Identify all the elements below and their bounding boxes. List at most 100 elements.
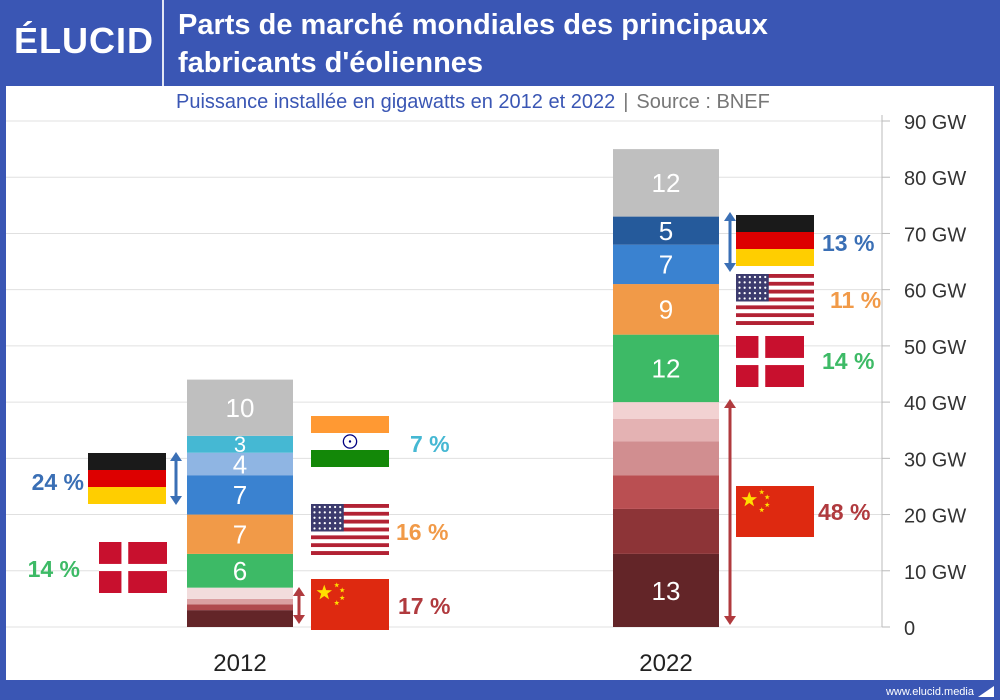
flag-star (759, 286, 762, 289)
flag-star (738, 281, 741, 284)
share-label: 14 % (28, 556, 80, 582)
y-tick-label: 80 GW (904, 168, 966, 190)
flag-stripe (311, 531, 389, 536)
bar-segment (613, 149, 719, 217)
flag-stripe (88, 453, 166, 470)
china-flag (311, 579, 389, 630)
flag-star (334, 527, 337, 530)
flag-star (764, 297, 767, 300)
bar-segment-label: 7 (659, 250, 673, 280)
flag-star (743, 281, 746, 284)
bar-segment-label: 7 (233, 520, 247, 550)
x-tick-label: 2012 (213, 650, 266, 677)
flag-small-star (339, 595, 345, 601)
flag-stripe (88, 470, 166, 487)
flag-stripe (736, 215, 814, 232)
annotation-2012-germany: 24 % (32, 452, 182, 505)
flag-stripe (736, 277, 814, 282)
y-tick-label: 50 GW (904, 337, 966, 359)
flag-stripe (311, 527, 389, 532)
flag-star (313, 527, 316, 530)
flag-star (318, 505, 321, 509)
bar-segment (187, 514, 293, 554)
flag-star (328, 527, 332, 530)
flag-stripe (311, 551, 389, 555)
flag-stripe (736, 321, 814, 325)
flag-star (753, 291, 757, 295)
flag-stripe (311, 511, 389, 516)
flag-star (753, 286, 757, 289)
footer-url[interactable]: www.elucid.media (885, 686, 974, 698)
flag-big-star (741, 491, 758, 507)
flag-stripe (311, 543, 389, 548)
flag-star (743, 291, 746, 295)
flag-star (339, 511, 342, 514)
logo-divider (162, 0, 164, 86)
flag-stripe (311, 416, 389, 433)
flag-stripe (736, 297, 814, 302)
bar-segment-label: 9 (659, 295, 673, 325)
bar-segment (613, 244, 719, 285)
share-label: 13 % (822, 230, 874, 256)
arrow-head-up (724, 212, 736, 221)
china-flag (736, 486, 814, 537)
bar-segment (613, 508, 719, 554)
flag-star (323, 527, 326, 530)
elucid-logo: ÉLUCID (14, 20, 154, 61)
y-tick-label: 0 (904, 618, 915, 640)
flag-canton (736, 274, 769, 302)
bar-segment (613, 216, 719, 245)
plot-area (6, 86, 994, 680)
flag-stripe (736, 293, 814, 298)
flag-stripe (736, 285, 814, 290)
subtitle-separator: | (623, 91, 629, 113)
flag-stripe (311, 507, 389, 512)
flag-star (764, 275, 767, 279)
bar-segment-label: 12 (652, 168, 681, 198)
flag-stripe (736, 309, 814, 314)
share-range-arrow (724, 212, 736, 272)
y-axis-tick-labels: 0 10 GW 20 GW 30 GW 40 GW 50 GW 60 GW 70 GW 80 G… (904, 112, 966, 640)
flag-star (339, 505, 342, 509)
flag-star (764, 281, 767, 284)
flag-star (759, 297, 762, 300)
flag-small-star (759, 489, 765, 495)
bar-segment (187, 379, 293, 436)
bar-segment-label: 10 (226, 393, 255, 423)
share-range-arrow (170, 452, 182, 505)
flag-star (764, 291, 767, 295)
flag-stripe (736, 274, 814, 278)
bar-segment-label: 13 (652, 576, 681, 606)
flag-star (323, 516, 326, 519)
bar-segment (613, 441, 719, 476)
arrow-head-up (170, 452, 182, 461)
flag-stripe (311, 539, 389, 544)
flag-stripe (736, 232, 814, 249)
bar-segment (613, 334, 719, 403)
share-label: 7 % (410, 431, 450, 457)
bar-segment (613, 553, 719, 627)
flag-star (313, 521, 316, 525)
flag-star (759, 281, 762, 284)
flag-small-star (334, 600, 340, 606)
subtitle-text: Puissance installée en gigawatts en 2012… (176, 91, 616, 113)
x-tick-label: 2022 (639, 650, 692, 677)
flag-star (759, 275, 762, 279)
bar-segment-label: 3 (234, 432, 246, 457)
elucid-mark-icon (978, 686, 994, 697)
flag-star (334, 521, 337, 525)
denmark-flag (736, 336, 804, 387)
arrow-head-down (293, 615, 305, 624)
chart-title-line-2: fabricants d'éoliennes (178, 47, 484, 79)
india-flag (311, 416, 389, 467)
flag-star (743, 297, 746, 300)
chart-title-line-1: Parts de marché mondiales des principaux (178, 9, 768, 41)
bar-segment (613, 475, 719, 509)
flag-small-star (764, 502, 770, 508)
arrow-head-down (724, 263, 736, 272)
flag-stripe (311, 535, 389, 540)
usa-flag (311, 504, 389, 555)
flag-star (743, 275, 746, 279)
share-label: 11 % (830, 287, 881, 313)
